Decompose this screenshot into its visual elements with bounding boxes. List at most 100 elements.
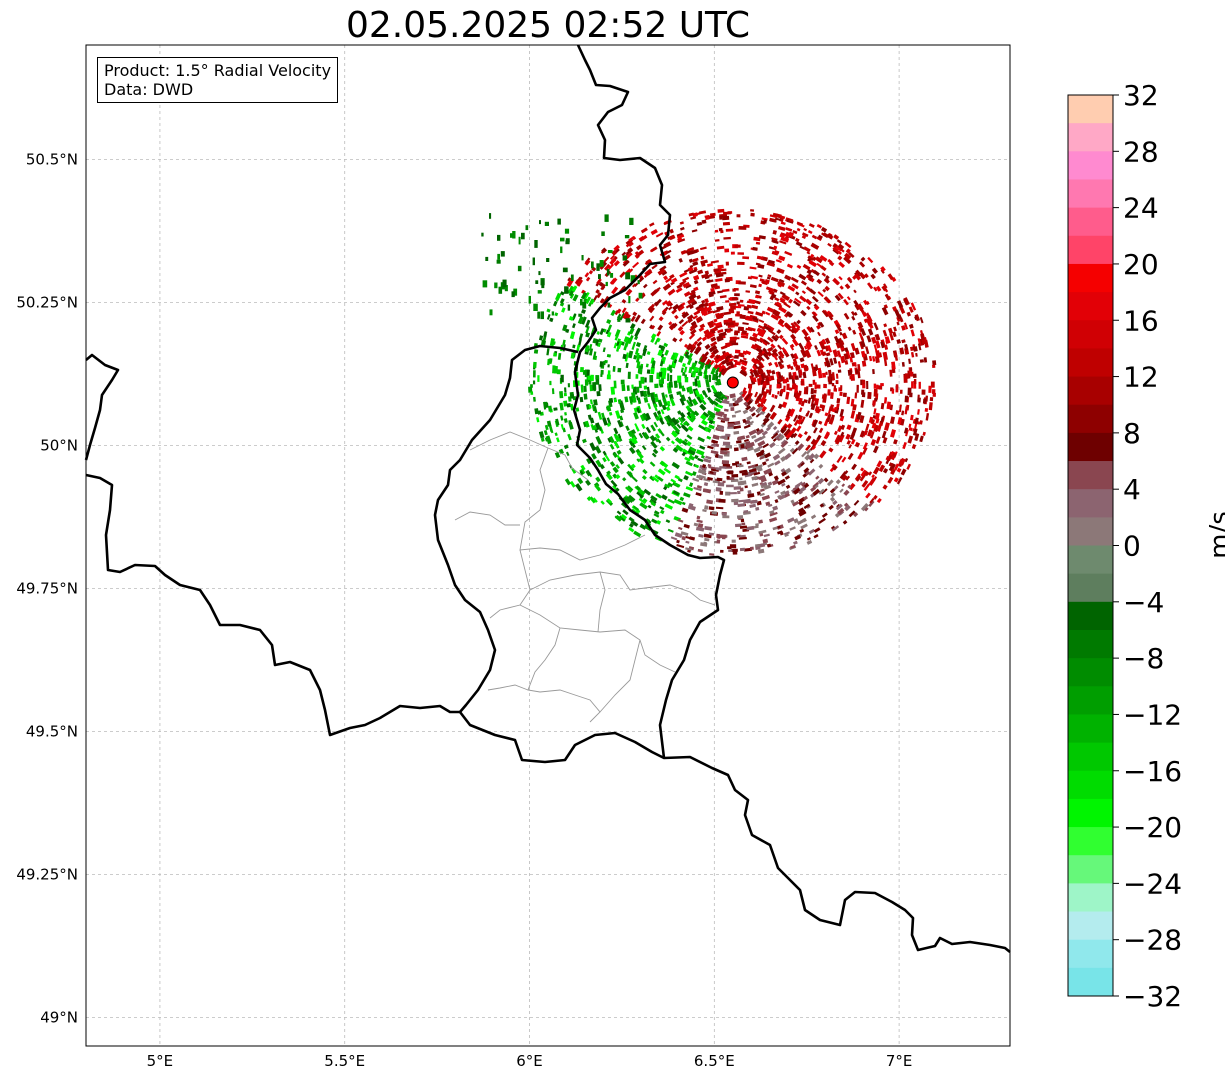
echo-pixel [562, 339, 566, 346]
echo-pixel [697, 269, 704, 275]
echo-pixel [845, 433, 851, 440]
echo-pixel [580, 384, 584, 393]
echo-pixel [891, 388, 895, 394]
echo-pixel [822, 394, 828, 403]
echo-pixel [816, 324, 822, 330]
echo-pixel [710, 450, 719, 455]
echo-pixel [569, 331, 576, 340]
echo-pixel [635, 341, 642, 348]
echo-pixel [611, 249, 618, 256]
echo-pixel [608, 411, 613, 416]
echo-pixel [697, 468, 707, 475]
echo-pixel [663, 342, 669, 348]
echo-pixel [659, 446, 666, 452]
echo-pixel [714, 239, 720, 242]
echo-pixel [860, 328, 867, 337]
echo-pixel [777, 280, 786, 288]
echo-pixel [661, 404, 667, 411]
echo-pixel [756, 354, 764, 362]
echo-pixel [588, 269, 594, 275]
echo-pixel [746, 499, 755, 504]
echo-pixel [603, 256, 610, 263]
echo-pixel [808, 341, 813, 347]
echo-pixel [745, 315, 753, 320]
echo-pixel [673, 482, 681, 488]
echo-pixel [718, 498, 726, 503]
echo-pixel [919, 435, 924, 443]
echo-pixel [688, 407, 693, 413]
echo-pixel [697, 523, 704, 528]
echo-pixel [638, 497, 647, 505]
echo-pixel [792, 487, 801, 495]
echo-pixel [551, 311, 555, 316]
echo-pixel [816, 262, 823, 268]
echo-pixel [725, 360, 734, 367]
echo-pixel [872, 445, 879, 454]
echo-pixel [610, 277, 618, 285]
echo-pixel [907, 435, 914, 444]
echo-pixel [870, 273, 876, 280]
echo-pixel [750, 344, 758, 350]
echo-pixel [669, 234, 676, 241]
echo-pixel [702, 356, 708, 364]
echo-pixel [833, 234, 840, 240]
echo-pixel [725, 445, 733, 449]
echo-pixel [780, 236, 790, 243]
echo-pixel [721, 399, 730, 405]
echo-pixel [714, 285, 721, 290]
colorbar-segment [1068, 151, 1113, 180]
echo-pixel [587, 375, 591, 380]
echo-pixel [784, 274, 792, 281]
echo-pixel [617, 316, 621, 322]
echo-pixel [767, 481, 773, 486]
echo-pixel [722, 463, 731, 467]
echo-pixel [673, 359, 678, 364]
echo-pixel [737, 503, 746, 507]
echo-pixel [779, 215, 786, 219]
echo-pixel [585, 296, 592, 305]
echo-pixel [846, 440, 851, 445]
canton-line [469, 431, 589, 481]
echo-pixel [704, 270, 709, 275]
echo-pixel [873, 286, 878, 292]
echo-pixel [650, 424, 657, 432]
echo-pixel [567, 285, 575, 295]
echo-pixel [856, 303, 864, 312]
echo-pixel [543, 430, 548, 436]
echo-pixel [627, 463, 635, 472]
echo-pixel [883, 283, 888, 289]
echo-pixel [697, 436, 705, 443]
echo-pixel [686, 357, 693, 366]
echo-pixel [579, 470, 584, 476]
echo-pixel [639, 234, 648, 242]
echo-pixel [775, 301, 782, 307]
echo-pixel [734, 523, 742, 528]
echo-pixel [871, 422, 877, 429]
echo-pixel [736, 515, 744, 519]
echo-pixel [638, 292, 643, 299]
echo-pixel [751, 434, 757, 440]
echo-pixel [777, 225, 786, 231]
echo-pixel [732, 297, 739, 301]
echo-pixel [851, 463, 858, 471]
echo-pixel [835, 323, 842, 332]
echo-pixel [610, 479, 618, 488]
echo-pixel [806, 449, 812, 455]
echo-pixel [504, 285, 508, 292]
echo-pixel [650, 228, 658, 236]
echo-pixel [687, 246, 695, 252]
echo-pixel [567, 433, 572, 441]
echo-pixel [832, 349, 839, 358]
echo-pixel [724, 351, 729, 356]
echo-pixel [571, 285, 578, 293]
echo-pixel [763, 322, 768, 327]
echo-pixel [755, 262, 761, 266]
echo-pixel [780, 439, 787, 445]
echo-pixel [597, 425, 602, 431]
echo-pixel [708, 424, 715, 430]
echo-pixel [738, 464, 744, 468]
border-line [433, 344, 579, 713]
echo-pixel [910, 414, 914, 421]
echo-pixel [777, 403, 783, 410]
echo-pixel [642, 412, 647, 420]
